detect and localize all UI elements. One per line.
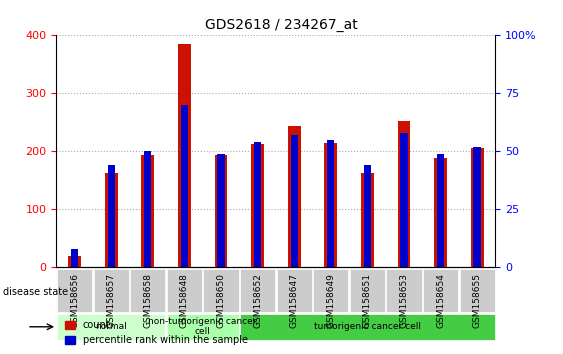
FancyBboxPatch shape <box>240 269 275 312</box>
Bar <box>144 152 151 267</box>
Text: GSM158655: GSM158655 <box>473 273 481 328</box>
Text: GSM158656: GSM158656 <box>70 273 79 328</box>
Bar <box>141 155 154 267</box>
FancyBboxPatch shape <box>313 269 348 312</box>
Bar <box>434 158 447 267</box>
Text: GSM158658: GSM158658 <box>144 273 152 328</box>
FancyBboxPatch shape <box>167 314 239 340</box>
Bar <box>361 173 374 267</box>
Text: GSM158649: GSM158649 <box>327 273 335 328</box>
Text: GSM158657: GSM158657 <box>107 273 115 328</box>
Bar <box>437 154 444 267</box>
Text: non-tumorigenic cancer
cell: non-tumorigenic cancer cell <box>149 317 257 337</box>
Text: GSM158648: GSM158648 <box>180 273 189 328</box>
Bar <box>181 105 188 267</box>
Text: GSM158647: GSM158647 <box>290 273 298 328</box>
Bar <box>291 135 298 267</box>
FancyBboxPatch shape <box>57 269 92 312</box>
Legend: count, percentile rank within the sample: count, percentile rank within the sample <box>61 316 252 349</box>
Bar <box>178 44 191 267</box>
FancyBboxPatch shape <box>130 269 166 312</box>
Text: disease state: disease state <box>3 287 68 297</box>
FancyBboxPatch shape <box>350 269 385 312</box>
FancyBboxPatch shape <box>386 269 422 312</box>
Bar <box>251 144 264 267</box>
Text: tumorigenic cancer cell: tumorigenic cancer cell <box>314 322 421 331</box>
Text: GSM158654: GSM158654 <box>436 273 445 328</box>
Bar <box>108 165 115 267</box>
Bar <box>105 173 118 267</box>
Bar <box>324 143 337 267</box>
Text: GSM158653: GSM158653 <box>400 273 408 328</box>
Text: GSM158652: GSM158652 <box>253 273 262 328</box>
Bar <box>254 142 261 267</box>
Bar <box>71 249 78 267</box>
Bar <box>397 121 410 267</box>
Bar <box>68 256 81 267</box>
Bar <box>217 154 225 267</box>
Text: normal: normal <box>95 322 127 331</box>
Bar <box>471 148 484 267</box>
Bar <box>327 140 334 267</box>
FancyBboxPatch shape <box>203 269 239 312</box>
Bar <box>364 165 371 267</box>
FancyBboxPatch shape <box>423 269 458 312</box>
Text: GDS2618 / 234267_at: GDS2618 / 234267_at <box>205 18 358 32</box>
FancyBboxPatch shape <box>240 314 495 340</box>
Bar <box>400 133 408 267</box>
FancyBboxPatch shape <box>276 269 312 312</box>
Bar <box>215 155 227 267</box>
FancyBboxPatch shape <box>167 269 202 312</box>
FancyBboxPatch shape <box>57 314 166 340</box>
Bar <box>473 147 481 267</box>
FancyBboxPatch shape <box>93 269 129 312</box>
FancyBboxPatch shape <box>459 269 495 312</box>
Bar <box>288 126 301 267</box>
Text: GSM158651: GSM158651 <box>363 273 372 328</box>
Text: GSM158650: GSM158650 <box>217 273 225 328</box>
